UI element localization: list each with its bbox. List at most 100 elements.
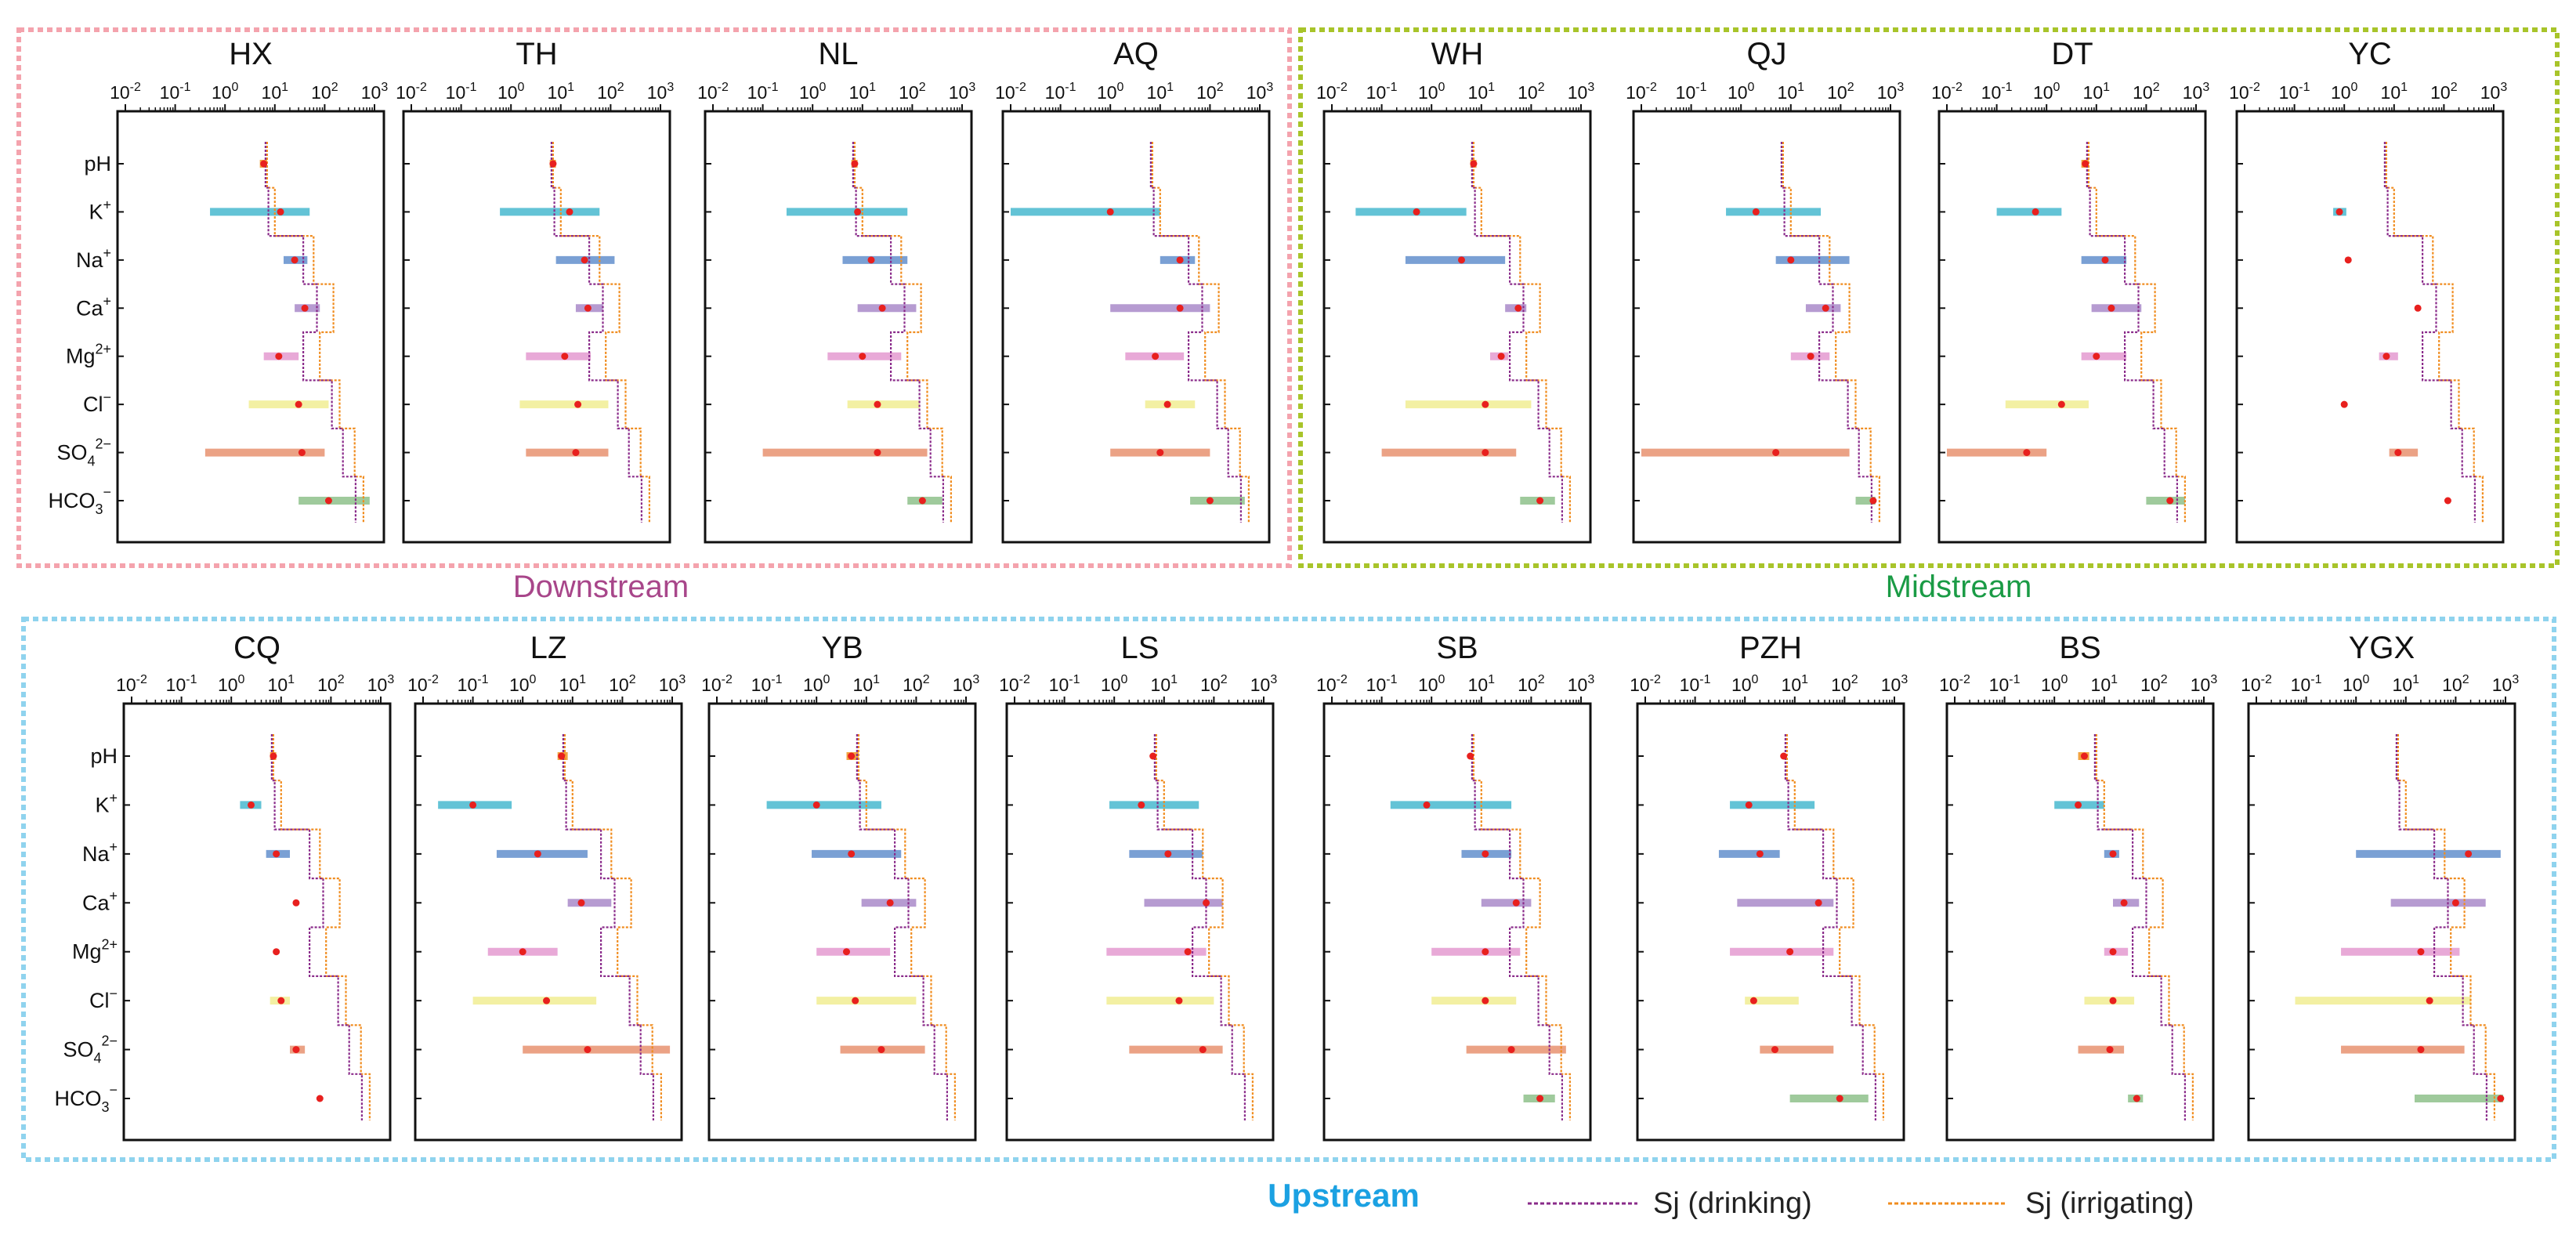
panel-wh: WH 10-2 10-1 100 101 102 103 <box>1316 37 1595 544</box>
drinking-step-line <box>2086 142 2178 523</box>
x-tick-label: 101 <box>2091 673 2118 695</box>
panel-th: TH 10-2 10-1 100 101 102 103 <box>396 37 674 544</box>
data-point <box>854 208 862 215</box>
data-point <box>2426 997 2433 1004</box>
x-tick-label: 102 <box>2442 673 2469 695</box>
x-tick-label: 101 <box>262 81 289 103</box>
data-point <box>275 353 283 360</box>
x-tick-label: 100 <box>1101 673 1128 695</box>
panel-lz: LZ 10-2 10-1 100 101 102 103 <box>407 631 686 1142</box>
irrigating-step-line <box>1151 142 1250 523</box>
y-tick-label: pH <box>84 152 111 176</box>
panel-nl: NL 10-2 10-1 100 101 102 103 <box>697 37 976 544</box>
data-point <box>301 304 309 312</box>
x-tick-label: 102 <box>311 81 338 103</box>
y-tick-label: K+ <box>95 790 118 816</box>
data-point <box>2465 850 2473 858</box>
data-point <box>2031 208 2039 215</box>
x-tick-label: 101 <box>1468 673 1496 695</box>
x-tick-label: 100 <box>2033 81 2060 103</box>
group-frame-upstream <box>21 617 2556 1162</box>
panel-ls: LS 10-2 10-1 100 101 102 103 <box>999 631 1277 1142</box>
x-tick-label: 103 <box>2183 81 2210 103</box>
x-tick-label: 102 <box>1518 81 1545 103</box>
data-point <box>584 1046 592 1054</box>
panel-title: LS <box>1121 631 1160 665</box>
panel-title: BS <box>2059 631 2100 665</box>
panel-frame <box>1636 702 1905 1142</box>
drinking-step-line <box>1149 142 1242 523</box>
legend-label-drinking: Sj (drinking) <box>1653 1187 1812 1220</box>
data-point <box>842 948 850 956</box>
x-tick-label: 103 <box>1568 81 1595 103</box>
x-tick-label: 101 <box>1468 81 1496 103</box>
drinking-step-line <box>1153 734 1246 1120</box>
x-tick-label: 10-1 <box>2291 673 2322 695</box>
data-point <box>874 400 881 408</box>
x-tick-label: 103 <box>1568 673 1595 695</box>
panel-title: QJ <box>1746 37 1786 71</box>
data-point <box>316 1095 324 1102</box>
data-point <box>260 160 268 168</box>
irrigating-step-line <box>1472 734 1571 1120</box>
data-point <box>298 449 306 457</box>
x-tick-label: 10-2 <box>1626 81 1657 103</box>
data-point <box>2451 899 2459 907</box>
x-tick-label: 101 <box>2393 673 2420 695</box>
x-tick-label: 102 <box>1200 673 1228 695</box>
data-point <box>2109 997 2117 1004</box>
panel-qj: QJ 10-2 10-1 100 101 102 103 <box>1626 37 1904 544</box>
x-tick-label: 101 <box>2083 81 2111 103</box>
x-tick-label: 10-1 <box>1680 673 1711 695</box>
panel-frame <box>116 110 385 544</box>
panel-title: WH <box>1431 37 1484 71</box>
irrigating-step-line <box>2397 734 2495 1120</box>
data-point <box>1780 752 1788 760</box>
panel-title: AQ <box>1113 37 1159 71</box>
x-tick-label: 10-2 <box>701 673 733 695</box>
drinking-step-line <box>2383 142 2476 523</box>
x-tick-label: 10-1 <box>446 81 477 103</box>
data-point <box>2335 208 2343 215</box>
data-point <box>1199 1046 1207 1054</box>
x-tick-label: 10-2 <box>396 81 427 103</box>
x-tick-label: 10-1 <box>1981 81 2013 103</box>
panel-frame <box>2235 110 2505 544</box>
x-tick-label: 102 <box>1518 673 1545 695</box>
x-tick-label: 102 <box>2140 673 2168 695</box>
x-tick-label: 101 <box>853 673 881 695</box>
x-tick-label: 102 <box>317 673 345 695</box>
panel-ygx: YGX 10-2 10-1 100 101 102 103 <box>2241 631 2519 1142</box>
data-point <box>292 899 300 907</box>
y-tick-label: Cl− <box>89 986 118 1012</box>
data-point <box>2082 160 2089 168</box>
data-point <box>273 850 280 858</box>
data-point <box>851 160 859 168</box>
x-tick-label: 103 <box>949 81 976 103</box>
data-point <box>1786 948 1794 956</box>
x-tick-label: 10-2 <box>1316 81 1348 103</box>
legend-label-irrigating: Sj (irrigating) <box>2025 1187 2194 1220</box>
data-point <box>1156 449 1164 457</box>
data-point <box>2075 801 2082 809</box>
group-frame-midstream <box>1298 27 2560 568</box>
y-tick-label: SO42− <box>63 1033 118 1066</box>
x-tick-label: 103 <box>367 673 395 695</box>
x-tick-label: 100 <box>2343 673 2370 695</box>
panel-bs: BS 10-2 10-1 100 101 102 103 <box>1939 631 2217 1142</box>
data-point <box>2057 400 2065 408</box>
panel-dt: DT 10-2 10-1 100 101 102 103 <box>1931 37 2210 544</box>
irrigating-step-line <box>563 734 662 1120</box>
data-point <box>1745 801 1753 809</box>
data-point <box>2414 304 2422 312</box>
data-point <box>1482 948 1489 956</box>
panel-title: LZ <box>530 631 567 665</box>
irrigating-step-line <box>1155 734 1254 1120</box>
panel-title: YC <box>2348 37 2392 71</box>
data-point <box>1164 850 1172 858</box>
irrigating-step-line <box>2385 142 2484 523</box>
data-point <box>291 256 298 264</box>
drinking-step-line <box>1780 142 1872 523</box>
irrigating-step-line <box>853 142 952 523</box>
data-point <box>2109 850 2117 858</box>
